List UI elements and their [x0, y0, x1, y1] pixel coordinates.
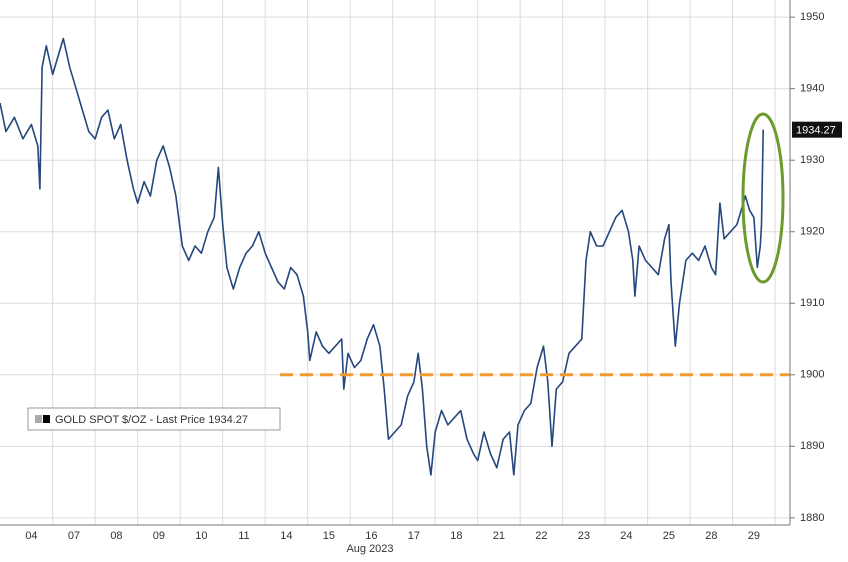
y-tick-label: 1900 — [800, 369, 824, 381]
x-tick-label: 17 — [408, 530, 420, 542]
x-axis-label: Aug 2023 — [346, 543, 393, 555]
legend-box — [27, 407, 281, 431]
x-tick-label: 28 — [705, 530, 717, 542]
x-tick-label: 09 — [153, 530, 165, 542]
x-tick-label: 25 — [663, 530, 675, 542]
x-tick-label: 10 — [195, 530, 207, 542]
x-tick-label: 21 — [493, 530, 505, 542]
x-tick-label: 18 — [450, 530, 462, 542]
y-tick-label: 1950 — [800, 11, 824, 23]
last-price-label: 1934.27 — [796, 125, 836, 137]
legend-swatch — [43, 415, 50, 423]
x-tick-label: 08 — [110, 530, 122, 542]
x-tick-label: 29 — [748, 530, 760, 542]
y-tick-label: 1920 — [800, 226, 824, 238]
x-tick-label: 23 — [578, 530, 590, 542]
x-tick-label: 04 — [25, 530, 37, 542]
x-tick-label: 22 — [535, 530, 547, 542]
legend: GOLD SPOT $/OZ - Last Price 1934.27 — [27, 407, 281, 431]
x-tick-label: 16 — [365, 530, 377, 542]
x-tick-label: 07 — [68, 530, 80, 542]
y-tick-label: 1940 — [800, 83, 824, 95]
x-tick-label: 14 — [280, 530, 292, 542]
price-line — [0, 37, 764, 476]
x-tick-label: 11 — [238, 530, 249, 542]
x-tick-label: 24 — [620, 530, 632, 542]
y-tick-label: 1910 — [800, 297, 824, 309]
last-price-tag — [792, 121, 842, 138]
x-tick-label: 15 — [323, 530, 335, 542]
y-tick-label: 1880 — [800, 512, 824, 524]
grid — [0, 0, 790, 525]
y-tick-label: 1890 — [800, 440, 824, 452]
legend-swatch — [35, 415, 42, 423]
legend-label: GOLD SPOT $/OZ - Last Price 1934.27 — [55, 414, 248, 426]
plot — [0, 37, 790, 476]
y-tick-label: 1930 — [800, 154, 824, 166]
highlight-ellipse — [741, 112, 785, 284]
